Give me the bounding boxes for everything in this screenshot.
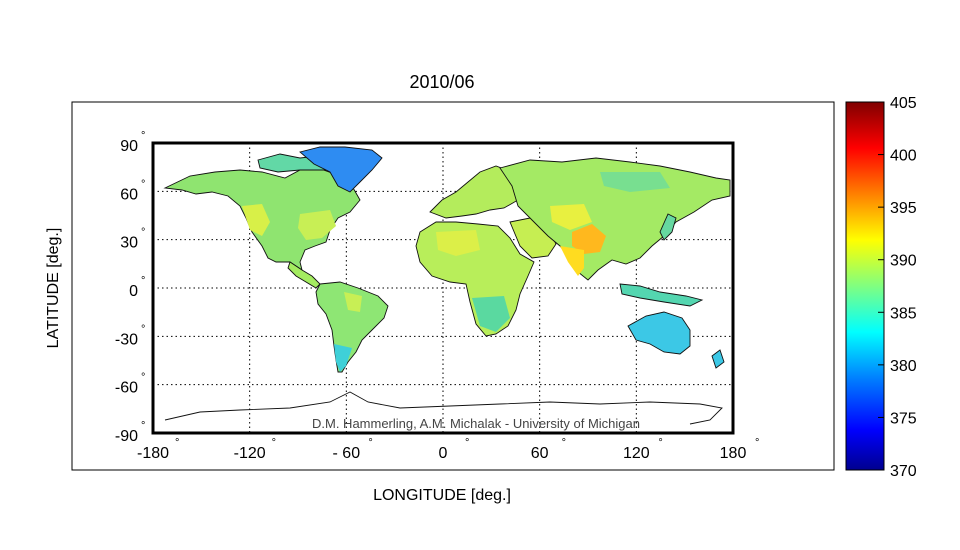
y-tick-label: -90	[115, 428, 138, 445]
x-tick-label: 120	[623, 445, 650, 462]
x-tick-label: 60	[531, 445, 549, 462]
asia-land	[499, 157, 731, 281]
x-tick-degree: °	[465, 437, 469, 449]
y-tick-labels: 90°60°30°0°-30°-60°-90°	[115, 130, 146, 445]
africa-south-patch	[472, 296, 510, 332]
siberia-patch	[600, 172, 670, 192]
y-tick-label: 0	[129, 283, 138, 300]
colorbar-tick-labels: 405 400 395 390 385 380 375 370	[878, 95, 917, 480]
central-asia-patch	[550, 204, 592, 230]
y-tick-label: 90	[120, 138, 138, 155]
x-tick-degree: °	[562, 437, 566, 449]
y-tick-degree: °	[141, 178, 145, 190]
x-tick-degree: °	[368, 437, 372, 449]
central-america	[287, 261, 321, 289]
south-america-patch	[344, 292, 362, 312]
x-tick-label: - 60	[333, 445, 361, 462]
x-tick-degree: °	[755, 437, 759, 449]
x-tick-label: 0	[439, 445, 448, 462]
colorbar	[845, 101, 885, 471]
y-tick-label: -30	[115, 331, 138, 348]
x-tick-label: -180	[137, 445, 169, 462]
y-axis-label: LATITUDE [deg.]	[45, 228, 62, 349]
x-tick-labels: -180 ° -120 ° - 60 ° 0 ° 60 ° 120 ° 180 °	[137, 437, 759, 462]
y-tick-label: -60	[115, 380, 138, 397]
india	[560, 246, 584, 276]
credit-text: D.M. Hammerling, A.M. Michalak - Univers…	[312, 416, 640, 431]
north-america-east-patch	[298, 210, 336, 240]
antarctica-outline	[164, 391, 723, 425]
x-tick-label: 180	[720, 445, 747, 462]
south-america-land	[315, 281, 389, 373]
plot-frame	[71, 101, 835, 471]
map-frame	[151, 141, 735, 435]
colorbar-tick-label: 385	[890, 305, 917, 322]
africa-sahara-patch	[436, 230, 480, 256]
x-tick-degree: °	[175, 437, 179, 449]
colorbar-tick-label: 400	[890, 148, 917, 165]
colorbar-tick-label: 405	[890, 95, 917, 112]
y-tick-degree: °	[141, 130, 145, 142]
x-tick-label: -120	[234, 445, 266, 462]
colorbar-tick-label: 380	[890, 358, 917, 375]
colorbar-tick-label: 390	[890, 253, 917, 270]
y-tick-degree: °	[141, 227, 145, 239]
colorbar-tick-label: 370	[890, 463, 917, 480]
x-tick-degree: °	[272, 437, 276, 449]
y-tick-label: 30	[120, 235, 138, 252]
north-america-west-patch	[242, 204, 270, 236]
x-tick-degree: °	[658, 437, 662, 449]
colorbar-tick-label: 375	[890, 410, 917, 427]
y-tick-degree: °	[141, 420, 145, 432]
new-zealand	[711, 349, 725, 369]
colorbar-tick-label: 395	[890, 200, 917, 217]
tibet-hotspot	[572, 224, 606, 254]
y-tick-degree: °	[141, 275, 145, 287]
southeast-asia-islands	[619, 283, 704, 307]
australia	[627, 311, 691, 355]
y-tick-degree: °	[141, 372, 145, 384]
south-america-south	[334, 344, 352, 372]
x-axis-label: LONGITUDE [deg.]	[373, 487, 511, 504]
y-tick-degree: °	[141, 323, 145, 335]
y-tick-label: 60	[120, 186, 138, 203]
map-title: 2010/06	[409, 72, 474, 92]
greenland	[299, 146, 383, 193]
japan	[659, 213, 677, 241]
continents	[163, 146, 731, 425]
